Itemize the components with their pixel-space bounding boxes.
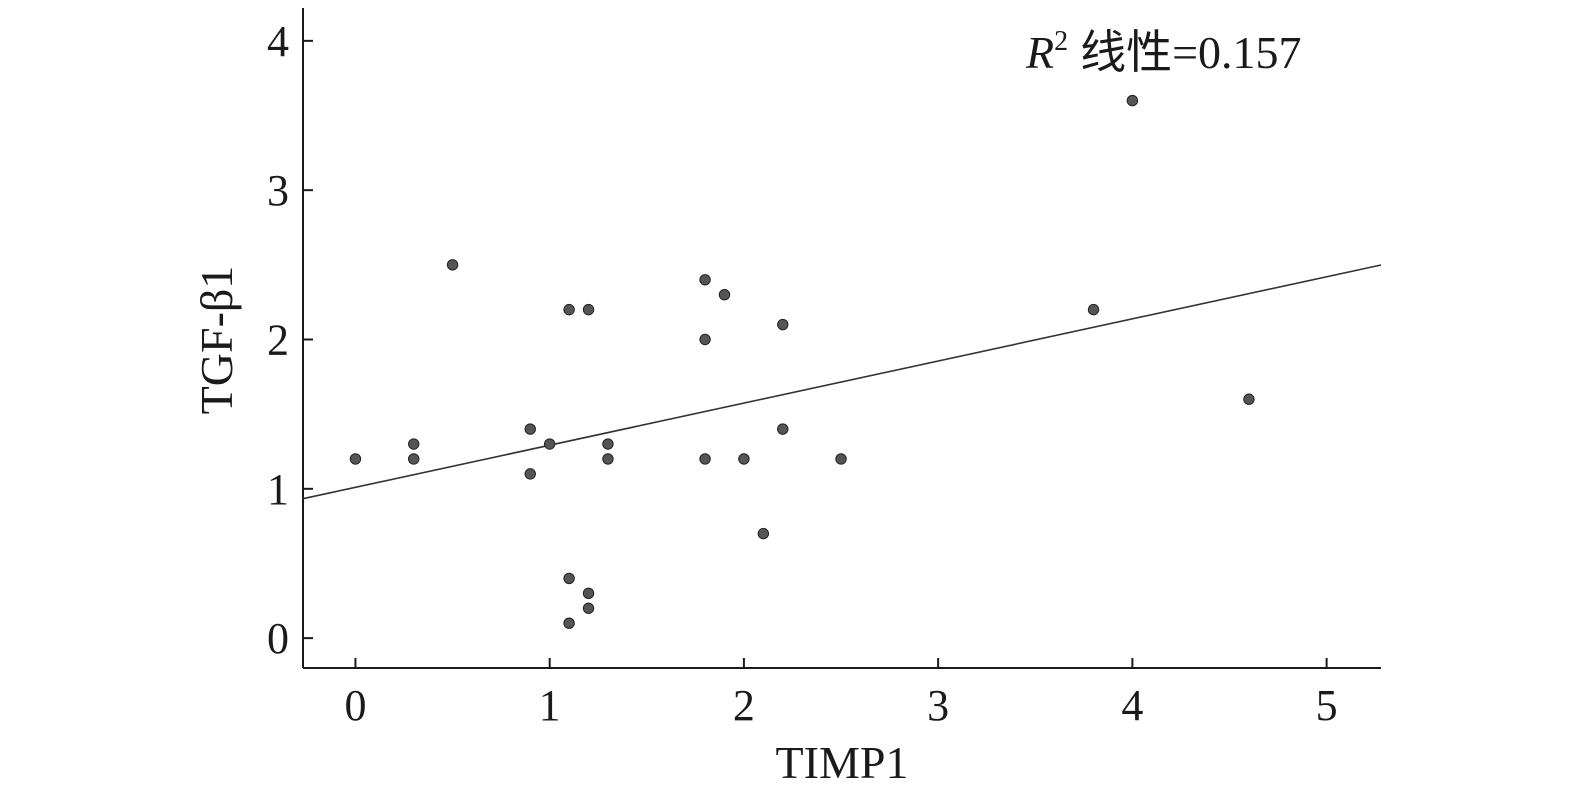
data-point [1243,393,1255,405]
r-squared-annotation: R2 线性=0.157 [1025,26,1302,78]
data-point [835,453,847,465]
data-point [777,318,789,331]
data-point [563,617,575,629]
r-symbol: R [1025,27,1054,78]
y-tick-label: 0 [267,614,289,663]
x-axis-label: TIMP1 [776,737,909,788]
x-tick-label: 1 [539,681,561,730]
data-point [1126,94,1139,107]
data-point [602,453,614,465]
data-point [563,303,575,316]
data-point [543,438,556,450]
axes [302,8,1381,669]
y-tick-label: 4 [267,17,289,66]
x-tick-label: 0 [344,681,366,730]
r-squared-value: 线性=0.157 [1080,27,1301,78]
data-point [699,333,711,346]
y-tick-label: 2 [267,315,289,364]
data-point [602,438,614,450]
data-point [738,453,750,465]
data-points [349,94,1255,629]
x-tick-label: 4 [1121,681,1143,730]
data-point [524,423,536,435]
y-tick-label: 1 [267,465,289,514]
y-axis-label: TGF-β1 [191,266,242,415]
data-point [582,602,595,614]
x-tick-label: 5 [1316,681,1338,730]
data-point [408,438,420,450]
r-superscript: 2 [1054,26,1068,57]
data-point [777,423,789,435]
x-tick-label: 3 [927,681,949,730]
data-point [582,303,595,316]
data-point [757,527,770,540]
data-point [718,288,731,301]
fit-line-group [302,264,1382,500]
data-point [699,274,711,286]
regression-line [302,264,1382,500]
y-tick-label: 3 [267,166,289,215]
data-point [699,453,711,465]
data-point [408,453,420,465]
data-point [524,468,536,480]
data-point [582,587,595,600]
data-point [349,453,362,465]
data-point [1087,303,1100,316]
data-point [563,572,575,585]
x-tick-label: 2 [733,681,755,730]
ticks: 0 1 2 3 4 5 0 1 2 3 4 [267,17,1338,730]
data-point [446,259,459,271]
